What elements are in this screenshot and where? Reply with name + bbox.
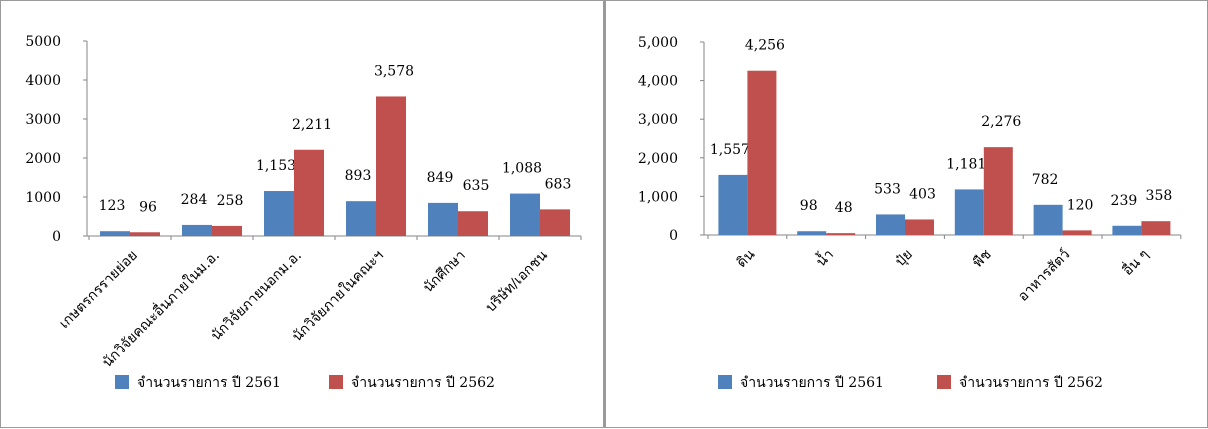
bar-2562 xyxy=(905,219,934,235)
data-label: 893 xyxy=(345,168,372,184)
bar-2562 xyxy=(826,233,856,235)
x-category-label: บริษัท/เอกชน xyxy=(483,247,551,315)
y-tick-label: 2000 xyxy=(25,151,61,167)
y-tick-label: 4,000 xyxy=(638,74,678,90)
legend-swatch-2562 xyxy=(329,375,343,389)
data-label: 258 xyxy=(217,193,244,209)
data-label: 48 xyxy=(835,200,853,216)
data-label: 2,276 xyxy=(981,114,1021,130)
data-label: 1,088 xyxy=(502,161,542,177)
y-tick-label: 5000 xyxy=(25,34,61,50)
y-tick-label: 5,000 xyxy=(638,35,678,51)
legend-swatch-2562 xyxy=(937,375,951,389)
bar-2561 xyxy=(954,189,984,235)
data-label: 635 xyxy=(463,178,490,194)
data-label: 683 xyxy=(545,176,572,192)
legend-swatch-2561 xyxy=(115,375,129,389)
y-tick-label: 0 xyxy=(52,229,61,245)
x-category-label: นักวิจัยภายนอกม.อ. xyxy=(208,248,305,345)
bar-2561 xyxy=(718,174,748,235)
bar-2561 xyxy=(182,224,212,236)
chart-panel-right: 0 1,000 2,000 3,000 4,000 5,000 1,557 98 533 1,18… xyxy=(604,0,1208,428)
legend-label: จำนวนรายการ ปี 2562 xyxy=(351,375,495,391)
data-label: 533 xyxy=(874,181,901,197)
x-category-label: ดิน xyxy=(734,246,759,271)
x-category-label: อาหารสัตว์ xyxy=(1014,246,1073,305)
bar-2562 xyxy=(1141,221,1171,235)
x-category-label: น้ำ xyxy=(811,244,837,270)
bar-2561 xyxy=(876,214,905,235)
data-label: 3,578 xyxy=(374,63,414,79)
x-category-label: พืช xyxy=(970,247,995,272)
bar-2562 xyxy=(294,149,324,236)
bar-2562 xyxy=(130,232,160,236)
bar-2562 xyxy=(747,70,777,235)
bar-2561 xyxy=(1112,225,1142,235)
x-category-label: ปุ๋ย xyxy=(892,247,915,270)
y-tick-label: 4000 xyxy=(25,73,61,89)
bar-2562 xyxy=(376,96,406,236)
data-label: 403 xyxy=(909,186,936,202)
x-category-label: อื่น ๆ xyxy=(1118,245,1152,279)
y-tick-label: 1000 xyxy=(25,190,61,206)
bar-2561 xyxy=(1033,204,1063,235)
x-category-label: นักวิจัยภายในคณะฯ xyxy=(289,247,387,345)
data-label: 358 xyxy=(1146,188,1173,204)
data-label: 2,211 xyxy=(292,117,332,133)
bar-2562 xyxy=(458,211,488,236)
bar-2561 xyxy=(510,193,540,236)
legend-label: จำนวนรายการ ปี 2562 xyxy=(959,375,1103,391)
data-label: 1,153 xyxy=(256,158,296,174)
bar-2561 xyxy=(264,191,294,236)
y-tick-label: 0 xyxy=(669,228,678,244)
bar-2561 xyxy=(428,202,458,236)
legend-label: จำนวนรายการ ปี 2561 xyxy=(740,375,884,391)
bar-2561 xyxy=(346,201,376,236)
data-label: 849 xyxy=(427,170,454,186)
y-tick-label: 3000 xyxy=(25,112,61,128)
x-category-label: เกษตรกรรายย่อย xyxy=(56,248,140,332)
data-label: 239 xyxy=(1111,193,1138,209)
bar-2562 xyxy=(983,147,1013,235)
data-label: 120 xyxy=(1067,197,1094,213)
data-label: 123 xyxy=(99,198,126,214)
data-label: 1,181 xyxy=(946,156,986,172)
data-label: 96 xyxy=(139,199,157,215)
bar-chart-left: 0 1000 2000 3000 4000 5000 123 284 1,153 893 849 1,… xyxy=(25,34,582,391)
chart-1-plot: 0 1,000 2,000 3,000 4,000 5,000 1,557 98 533 1,18… xyxy=(638,35,1182,391)
bar-chart-right: 0 1,000 2,000 3,000 4,000 5,000 1,557 98 533 1,18… xyxy=(638,35,1182,391)
x-category-label: นักศึกษา xyxy=(420,248,468,296)
data-label: 1,557 xyxy=(710,142,750,158)
chart-0-plot: 0 1000 2000 3000 4000 5000 123 284 1,153 893 849 1,… xyxy=(25,34,582,391)
bar-2562 xyxy=(540,209,570,236)
data-label: 782 xyxy=(1032,172,1059,188)
data-label: 4,256 xyxy=(745,38,785,54)
bar-2561 xyxy=(100,231,130,236)
y-tick-label: 1,000 xyxy=(638,189,678,205)
data-label: 98 xyxy=(800,198,818,214)
chart-panel-left: 0 1000 2000 3000 4000 5000 123 284 1,153 893 849 1,… xyxy=(0,0,604,428)
bar-2562 xyxy=(1062,230,1092,235)
bar-2561 xyxy=(797,231,827,235)
data-label: 284 xyxy=(181,192,208,208)
legend-label: จำนวนรายการ ปี 2561 xyxy=(137,375,281,391)
y-tick-label: 2,000 xyxy=(638,151,678,167)
bar-2562 xyxy=(212,225,242,236)
legend-swatch-2561 xyxy=(718,375,732,389)
y-tick-label: 3,000 xyxy=(638,112,678,128)
